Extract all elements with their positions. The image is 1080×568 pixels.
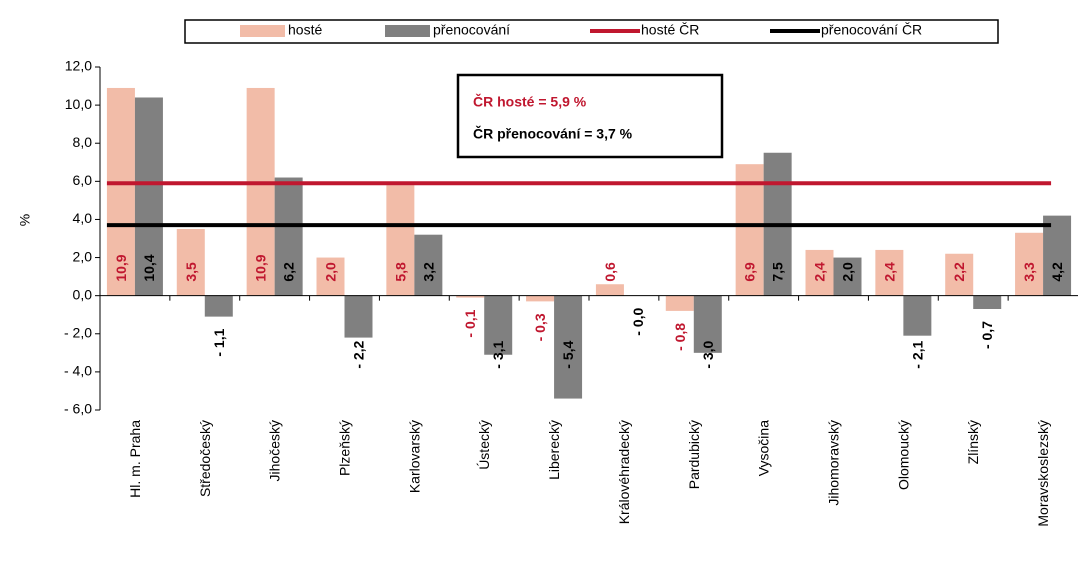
legend-label: přenocování ČR <box>821 22 922 38</box>
data-label: - 0,0 <box>630 307 646 335</box>
data-label: - 2,1 <box>909 340 925 368</box>
data-label: 3,2 <box>420 262 436 282</box>
bar <box>176 228 205 296</box>
x-tick-label: Olomoucký <box>895 420 911 490</box>
y-tick-label: 4,0 <box>73 210 93 226</box>
bar <box>805 249 834 296</box>
x-tick-label: Pardubický <box>686 420 702 489</box>
data-label: 4,2 <box>1049 262 1065 282</box>
x-tick-label: Vysočina <box>756 420 772 477</box>
x-tick-label: Zlínský <box>965 420 981 464</box>
data-label: - 1,1 <box>211 328 227 356</box>
bar <box>1043 215 1072 296</box>
data-label: 6,9 <box>742 262 758 282</box>
legend-swatch <box>240 25 285 37</box>
bar <box>386 185 415 296</box>
legend-label: hosté <box>288 22 322 38</box>
y-tick-label: 0,0 <box>73 286 93 302</box>
data-label: 10,9 <box>113 254 129 281</box>
bar <box>316 257 345 296</box>
x-tick-label: Plzeňský <box>337 420 353 476</box>
y-tick-label: 6,0 <box>73 172 93 188</box>
bar <box>274 177 303 296</box>
bar <box>456 295 485 298</box>
data-label: 10,9 <box>253 254 269 281</box>
data-label: 2,4 <box>881 262 897 282</box>
legend-label: hosté ČR <box>641 22 699 38</box>
x-tick-label: Středočeský <box>197 420 213 497</box>
data-label: 2,0 <box>840 262 856 282</box>
bar <box>875 249 904 296</box>
x-tick-label: Karlovarský <box>406 420 422 493</box>
data-label: 2,0 <box>323 262 339 282</box>
y-tick-label: 12,0 <box>65 58 92 74</box>
x-tick-label: Královéhradecký <box>616 420 632 524</box>
data-label: 2,2 <box>951 262 967 282</box>
bar <box>204 295 233 317</box>
y-tick-label: 10,0 <box>65 96 92 112</box>
y-tick-label: - 6,0 <box>64 401 92 417</box>
bar <box>665 295 694 311</box>
data-label: 3,3 <box>1021 262 1037 282</box>
data-label: 7,5 <box>770 262 786 282</box>
bar <box>735 164 764 296</box>
bar <box>106 87 135 296</box>
data-label: 3,5 <box>183 262 199 282</box>
data-label: - 0,8 <box>672 323 688 351</box>
bar <box>134 97 163 296</box>
bar <box>1015 232 1044 296</box>
x-tick-label: Liberecký <box>546 420 562 480</box>
x-tick-label: Jihočeský <box>267 420 283 481</box>
data-label: 10,4 <box>141 254 157 281</box>
x-tick-label: Moravskoslezský <box>1035 420 1051 527</box>
x-tick-label: Ústecký <box>476 420 492 470</box>
data-label: - 0,1 <box>462 309 478 337</box>
legend-label: přenocování <box>433 22 510 38</box>
bar <box>246 87 275 296</box>
bar <box>595 284 624 296</box>
bar <box>484 295 513 355</box>
data-label: - 0,3 <box>532 313 548 341</box>
data-label: 0,6 <box>602 262 618 282</box>
annotation: ČR přenocování = 3,7 % <box>473 125 633 142</box>
bar <box>414 234 443 296</box>
bar <box>554 295 583 399</box>
data-label: - 0,7 <box>979 321 995 349</box>
data-label: 2,4 <box>812 262 828 282</box>
bar <box>973 295 1002 310</box>
data-label: - 3,1 <box>490 340 506 368</box>
bar <box>833 257 862 296</box>
y-tick-label: - 2,0 <box>64 324 92 340</box>
data-label: 6,2 <box>281 262 297 282</box>
bar <box>526 295 555 302</box>
bar <box>344 295 373 338</box>
x-tick-label: Hl. m. Praha <box>127 420 143 498</box>
y-tick-label: 8,0 <box>73 134 93 150</box>
x-tick-label: Jihomoravský <box>826 420 842 506</box>
y-tick-label: 2,0 <box>73 248 93 264</box>
annotation: ČR hosté = 5,9 % <box>473 93 587 110</box>
legend-swatch <box>385 25 430 37</box>
data-label: - 5,4 <box>560 340 576 368</box>
y-axis-label: % <box>17 214 33 226</box>
bar <box>693 295 722 353</box>
bar <box>945 253 974 296</box>
bar <box>903 295 932 336</box>
data-label: - 2,2 <box>351 340 367 368</box>
data-label: 5,8 <box>392 262 408 282</box>
annotation-box <box>456 73 724 159</box>
y-tick-label: - 4,0 <box>64 363 92 379</box>
data-label: - 3,0 <box>700 340 716 368</box>
